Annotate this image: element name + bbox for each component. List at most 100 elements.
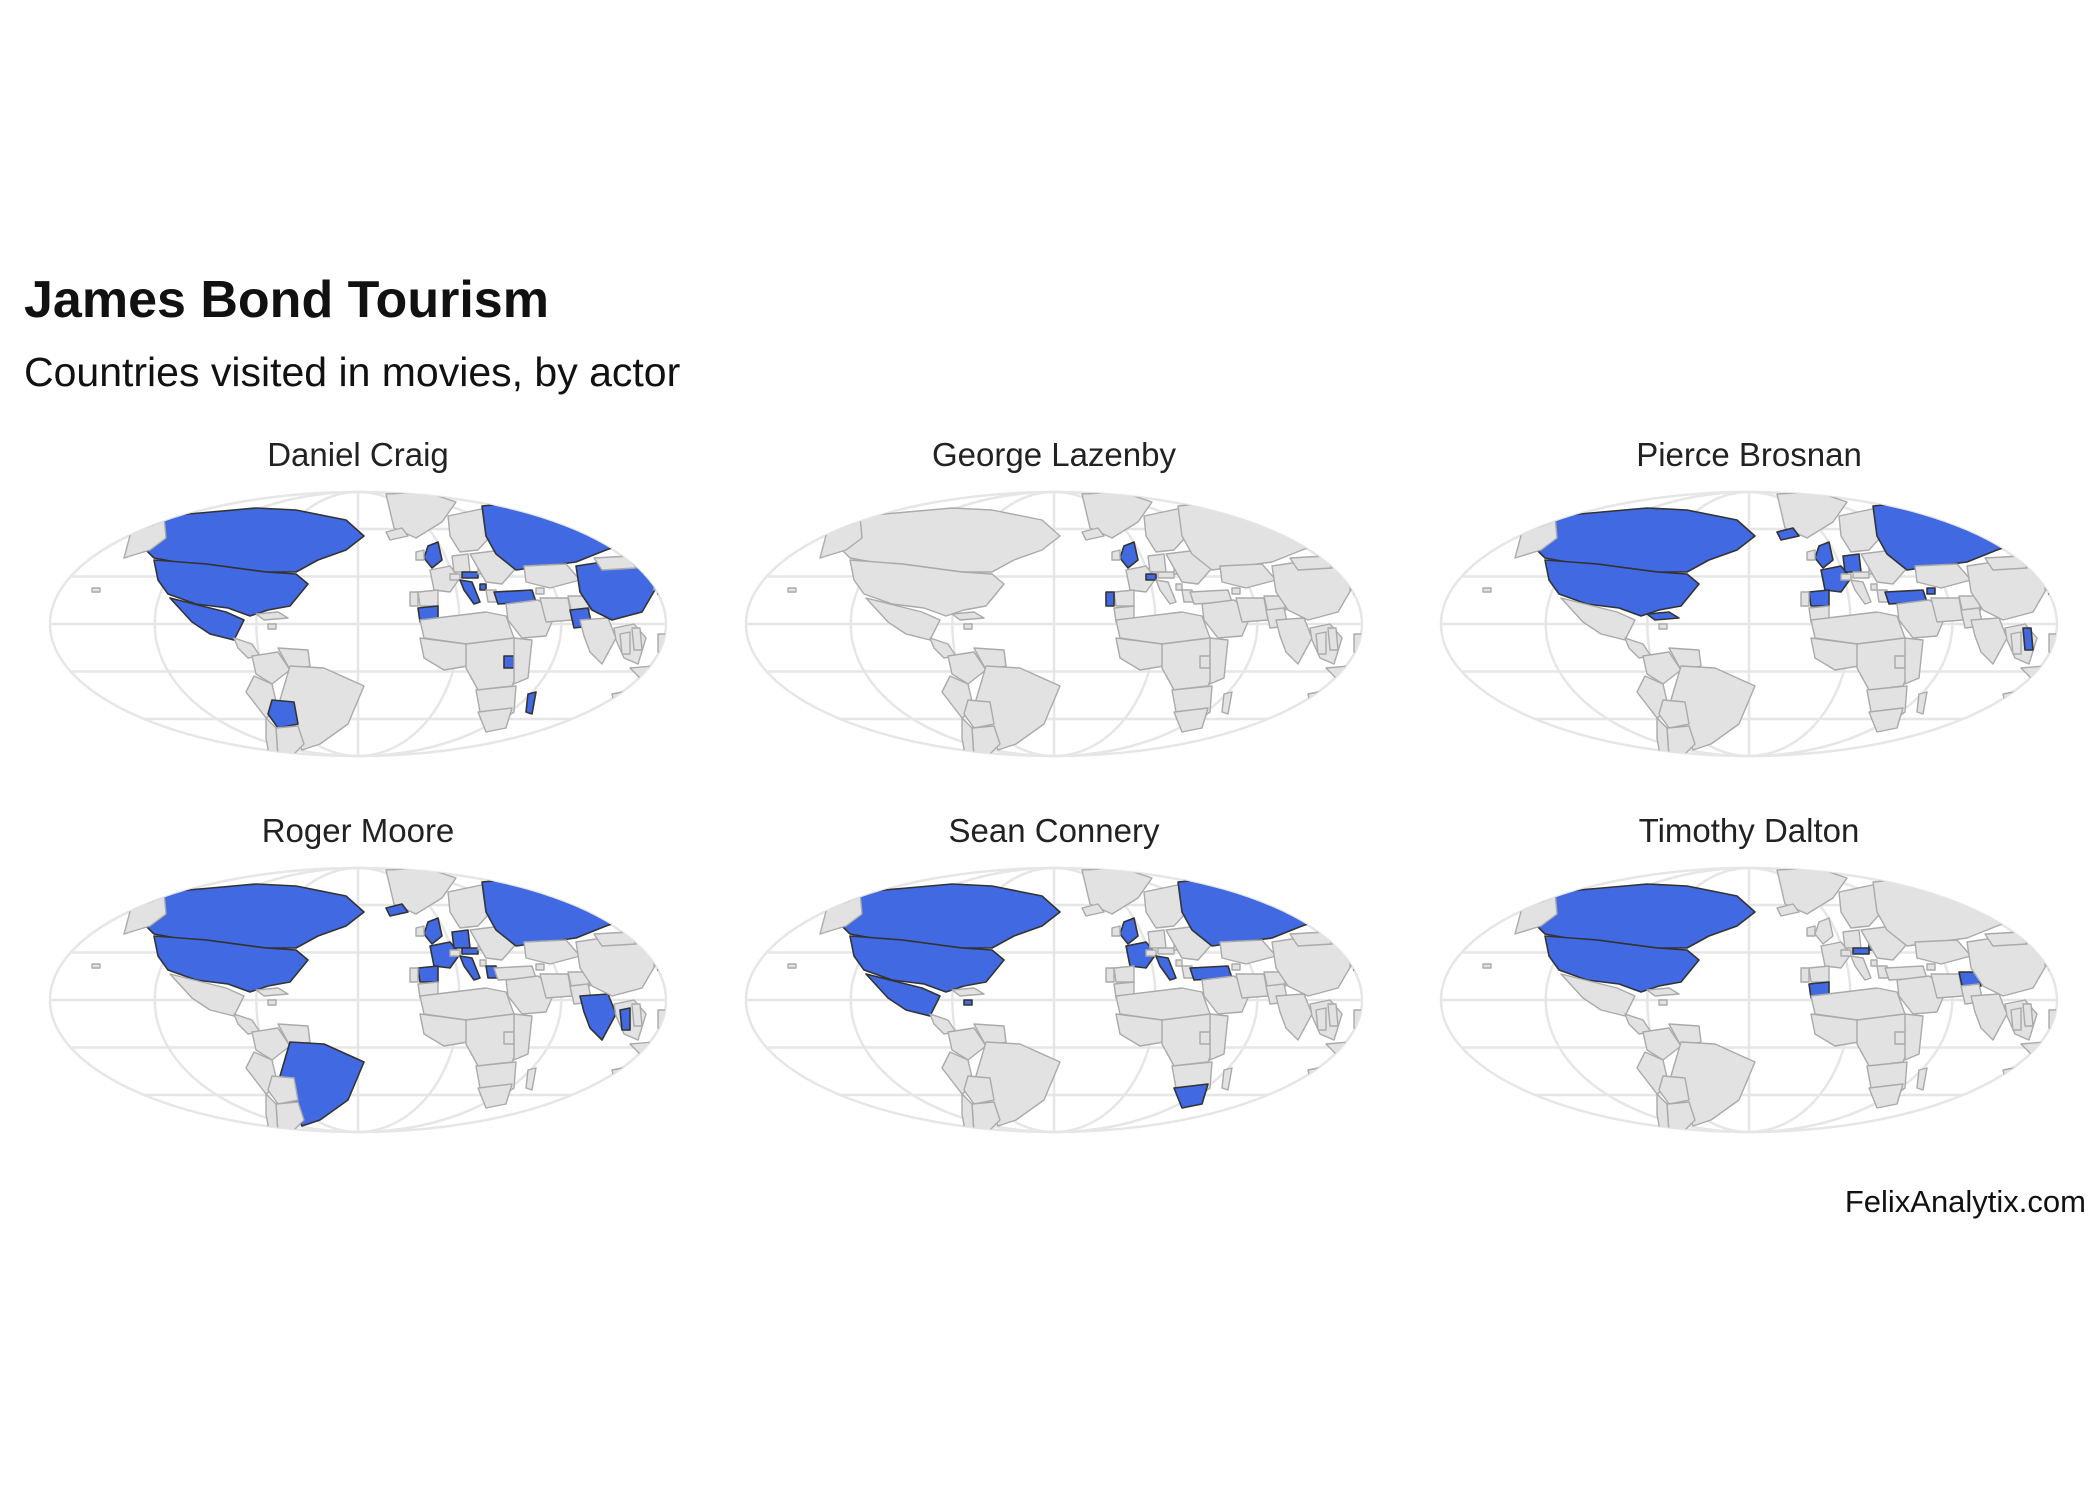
country-iran (1930, 597, 1964, 623)
country-venezuela (277, 647, 311, 671)
country-uganda (503, 655, 515, 669)
country-ireland (1111, 925, 1121, 937)
country-mexico (1560, 597, 1636, 641)
country-germany (1147, 929, 1167, 949)
country-iceland (1776, 527, 1800, 541)
countries (1482, 492, 2057, 756)
map-panel: Sean Connery (734, 814, 1374, 1136)
country-mongolia (593, 555, 637, 571)
country-iran (1235, 597, 1269, 623)
world-map (1439, 490, 2059, 758)
country-mongolia (1984, 555, 2028, 571)
country-madagascar (1221, 691, 1233, 715)
country-bolivia (267, 1075, 299, 1105)
country-venezuela (1668, 647, 1702, 671)
country-switzerland (449, 949, 461, 957)
country-austria (461, 571, 479, 579)
country-kazakhstan (1914, 563, 1972, 589)
country-united-kingdom (1119, 541, 1139, 569)
country-montenegro (1175, 583, 1183, 591)
chart-title: James Bond Tourism (24, 271, 549, 329)
country-iran (539, 597, 573, 623)
country-jamaica (963, 623, 973, 630)
country-france (1820, 941, 1852, 969)
country-thailand (2010, 1007, 2022, 1031)
country-east-africa (1904, 1013, 1924, 1061)
country-italy (459, 955, 481, 981)
country-united-states (1544, 935, 1700, 993)
country-kazakhstan (1219, 563, 1277, 589)
country-argentina (1666, 1101, 1696, 1132)
country-italy (1155, 579, 1177, 605)
country-greenland (385, 868, 457, 915)
country-ireland (1111, 549, 1121, 561)
world-map (744, 490, 1364, 758)
country-south-africa (477, 707, 513, 733)
country-east-africa (1209, 637, 1229, 685)
country-portugal (409, 967, 419, 983)
country-iceland (385, 527, 409, 541)
country-india (1970, 617, 2008, 665)
country-west-africa (1115, 1013, 1165, 1047)
country-france (429, 565, 461, 593)
country-uganda (1199, 1031, 1211, 1045)
country-greenland (1081, 868, 1153, 915)
country-madagascar (1916, 691, 1928, 715)
country-switzerland (449, 573, 461, 581)
country-kazakhstan (523, 563, 581, 589)
country-east-africa (513, 1013, 533, 1061)
country-colombia (251, 1027, 291, 1061)
country-india (1970, 993, 2008, 1041)
country-cuba (951, 987, 985, 997)
country-portugal (1800, 967, 1810, 983)
country-iceland (385, 903, 409, 917)
country-venezuela (973, 1023, 1007, 1047)
country-vietnam (2022, 627, 2034, 651)
panel-title: Daniel Craig (267, 436, 449, 473)
country-germany (1147, 553, 1167, 573)
country-japan (657, 947, 666, 971)
country-antarctic-isle (91, 963, 101, 969)
country-portugal (409, 591, 419, 607)
country-antarctic-isle (787, 963, 797, 969)
country-argentina (275, 725, 305, 756)
country-india (1275, 617, 1313, 665)
country-japan (657, 571, 666, 595)
country-united-kingdom (423, 917, 443, 945)
country-montenegro (479, 583, 487, 591)
map-panel: Timothy Dalton (1429, 814, 2069, 1136)
country-montenegro (1870, 583, 1878, 591)
country-cuba (1646, 611, 1680, 621)
country-south-africa (477, 1083, 513, 1109)
country-chile (961, 1093, 975, 1132)
country-antarctic-isle (91, 587, 101, 593)
country-mexico (865, 973, 941, 1017)
country-austria (461, 947, 479, 955)
country-bolivia (1658, 1075, 1690, 1105)
country-uganda (1894, 1031, 1906, 1045)
country-ireland (415, 925, 425, 937)
country-cuba (255, 611, 289, 621)
country-united-kingdom (1119, 917, 1139, 945)
country-kazakhstan (1219, 939, 1277, 965)
country-east-africa (1904, 637, 1924, 685)
country-spain (417, 965, 439, 983)
country-greenland (1776, 868, 1848, 915)
country-switzerland (1840, 573, 1852, 581)
country-jamaica (1658, 623, 1668, 630)
world-map (48, 866, 668, 1134)
country-mongolia (1289, 555, 1333, 571)
country-azerbaijan (535, 963, 545, 971)
country-jamaica (267, 623, 277, 630)
panel-title: Roger Moore (261, 812, 455, 849)
country-united-states (849, 935, 1005, 993)
country-mongolia (1984, 931, 2028, 947)
panel-title: Pierce Brosnan (1636, 436, 1862, 473)
country-chile (265, 1093, 279, 1132)
country-united-states (1544, 559, 1700, 617)
country-mongolia (1289, 931, 1333, 947)
country-cuba (951, 611, 985, 621)
country-portugal (1800, 591, 1810, 607)
country-iceland (1776, 903, 1800, 917)
country-azerbaijan (535, 587, 545, 595)
